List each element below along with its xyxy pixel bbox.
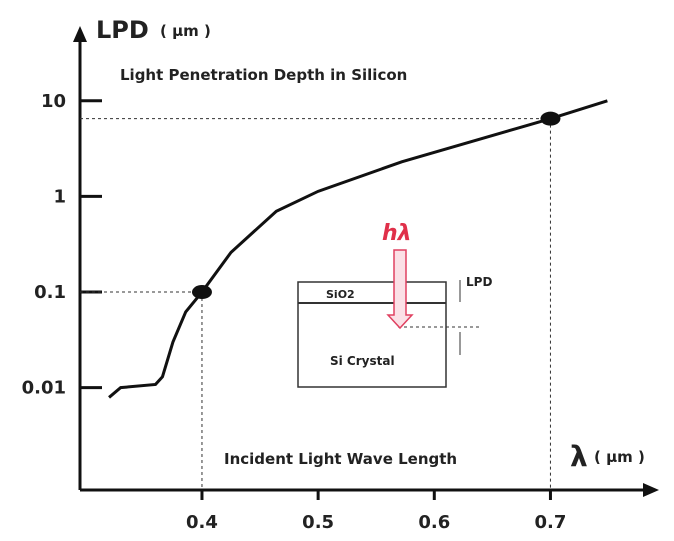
x-tick-label: 0.6 — [418, 512, 450, 533]
x-axis-arrow — [643, 483, 659, 497]
y-axis-unit: ( µm ) — [160, 22, 211, 40]
y-tick-label: 0.1 — [34, 282, 66, 303]
x-tick-label: 0.4 — [186, 512, 218, 533]
y-tick-label: 1 — [53, 186, 66, 207]
oxide-label: SiO2 — [326, 288, 355, 301]
x-tick-label: 0.7 — [535, 512, 567, 533]
crystal-label: Si Crystal — [330, 354, 395, 368]
depth-label: LPD — [466, 275, 492, 289]
inset-box — [297, 281, 447, 388]
y-tick-label: 0.01 — [22, 378, 66, 399]
highlight-point — [191, 285, 212, 300]
y-tick-label: 10 — [41, 91, 66, 112]
y-axis-arrow — [73, 26, 87, 42]
y-axis-label: LPD — [96, 16, 149, 44]
x-annotation: Incident Light Wave Length — [224, 450, 457, 468]
photon-arrow — [386, 249, 414, 330]
photon-label: hλ — [382, 221, 412, 246]
x-tick-label: 0.5 — [302, 512, 334, 533]
chart-title: Light Penetration Depth in Silicon — [120, 66, 407, 84]
x-axis-label: λ — [570, 440, 588, 473]
data-line — [108, 99, 608, 399]
highlight-point — [540, 111, 561, 126]
x-axis-unit: ( µm ) — [594, 448, 645, 466]
inset-diagram: hλ SiO2 Si Crystal LPD — [297, 221, 492, 388]
